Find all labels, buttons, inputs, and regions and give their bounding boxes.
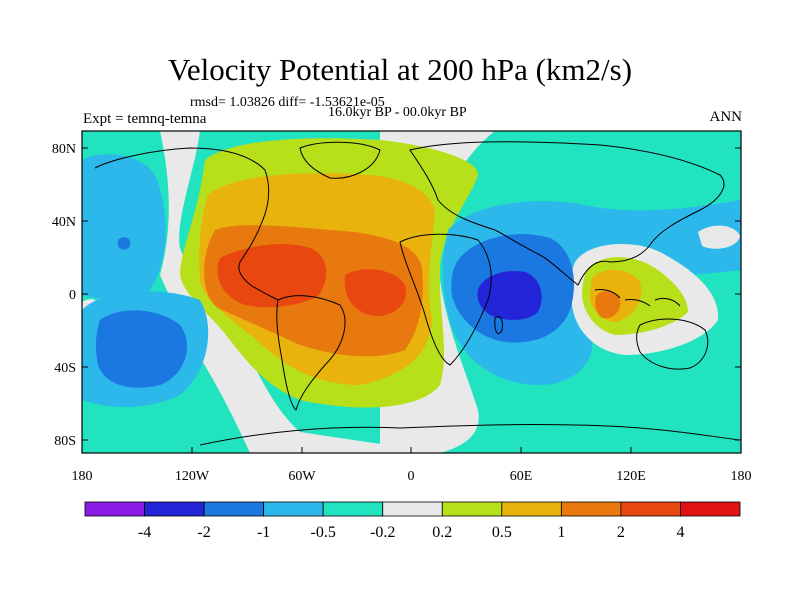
contour-warmpool-1 [595, 291, 621, 319]
experiment-label: Expt = temnq-temna [83, 111, 207, 127]
contour-neg-0.5-pacific [82, 154, 166, 299]
colorbar-box-2 [203, 501, 265, 517]
coastline-eurasia [409, 141, 725, 286]
contour-neutral-band [160, 131, 440, 453]
colorbar-label-3: -0.5 [311, 524, 336, 541]
colorbar-label-6: 0.5 [492, 524, 512, 541]
coastline-antarctica [199, 424, 741, 446]
lat-label-40n: 40N [52, 215, 76, 230]
colorbar-box-7 [501, 501, 562, 517]
colorbar-label-1: -2 [197, 524, 210, 541]
colorbar-label-4: -0.2 [370, 524, 395, 541]
lat-label-80s: 80S [54, 434, 76, 449]
coastlines [94, 141, 741, 446]
page-title: Velocity Potential at 200 hPa (km2/s) [167, 52, 633, 87]
contour-neg-1-small [118, 237, 131, 250]
season-label: ANN [709, 109, 743, 125]
contour-pos-2b [344, 269, 407, 316]
lat-label-eq: 0 [69, 288, 76, 303]
lon-label-0: 0 [408, 469, 415, 484]
colorbar-label-9: 4 [676, 524, 684, 541]
lat-label-80n: 80N [52, 142, 76, 157]
contour-neg-2-indian [477, 270, 542, 320]
colorbar: -4 -2 -1 -0.5 -0.2 0.2 0.5 1 2 4 [84, 501, 741, 541]
colorbar-label-7: 1 [557, 524, 565, 541]
colorbar-box-4 [322, 501, 384, 517]
coastline-indonesia [594, 289, 681, 307]
lon-label-60e: 60E [510, 469, 533, 484]
contour-pos-2a [217, 244, 327, 308]
coastline-north-america [94, 147, 279, 301]
lon-label-60w: 60W [288, 469, 316, 484]
coastline-south-america [276, 295, 346, 411]
lon-ticks [191, 447, 632, 453]
colorbar-label-8: 2 [617, 524, 625, 541]
colorbar-label-5: 0.2 [432, 524, 452, 541]
lon-label-120e: 120E [616, 469, 646, 484]
time-period-label: 16.0kyr BP - 00.0kyr BP [328, 105, 467, 120]
contour-neg-1-pacific [95, 310, 188, 388]
coastline-africa [399, 233, 492, 366]
colorbar-box-5 [382, 501, 443, 517]
colorbar-box-6 [441, 501, 503, 517]
lon-label-180e: 180 [731, 469, 752, 484]
colorbar-box-10 [680, 501, 741, 517]
colorbar-box-3 [263, 501, 324, 517]
colorbar-box-1 [144, 501, 205, 517]
coastline-madagascar [494, 316, 503, 334]
contour-neutral-northpac [698, 225, 740, 249]
coastline-australia [636, 318, 709, 370]
lon-label-120w: 120W [175, 469, 210, 484]
colorbar-label-2: -1 [257, 524, 270, 541]
coastline-greenland [299, 141, 381, 179]
colorbar-box-9 [620, 501, 681, 517]
colorbar-box-8 [560, 501, 622, 517]
contour-field [82, 131, 741, 453]
lat-label-40s: 40S [54, 361, 76, 376]
colorbar-box-0 [84, 501, 145, 517]
lat-ticks [82, 147, 741, 441]
lon-label-180w: 180 [72, 469, 93, 484]
rmsd-diff-stats: rmsd= 1.03826 diff= -1.53621e-05 [190, 95, 385, 110]
colorbar-label-0: -4 [138, 524, 151, 541]
